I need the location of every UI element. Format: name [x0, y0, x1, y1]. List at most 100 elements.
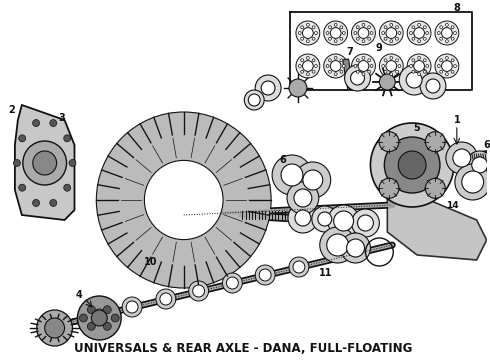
Text: 4: 4	[76, 290, 83, 300]
Circle shape	[126, 301, 138, 313]
Circle shape	[390, 57, 392, 59]
Circle shape	[33, 199, 40, 206]
Circle shape	[334, 40, 337, 42]
Text: 9: 9	[376, 43, 383, 53]
Circle shape	[255, 265, 275, 285]
Circle shape	[423, 37, 426, 40]
Circle shape	[340, 26, 343, 29]
Circle shape	[334, 23, 337, 26]
Circle shape	[328, 70, 331, 73]
Text: 6: 6	[483, 140, 490, 150]
Circle shape	[334, 73, 337, 76]
Circle shape	[306, 40, 309, 42]
Circle shape	[445, 73, 448, 76]
Circle shape	[302, 28, 313, 39]
Circle shape	[318, 212, 332, 226]
Circle shape	[328, 37, 331, 40]
Circle shape	[122, 297, 142, 317]
Circle shape	[362, 57, 365, 59]
Circle shape	[356, 59, 359, 62]
Circle shape	[344, 65, 370, 91]
Circle shape	[423, 59, 426, 62]
Polygon shape	[387, 178, 487, 260]
Circle shape	[417, 73, 420, 76]
Circle shape	[379, 132, 399, 152]
Circle shape	[398, 151, 426, 179]
Circle shape	[287, 182, 319, 214]
Circle shape	[328, 26, 331, 29]
Circle shape	[289, 79, 307, 97]
Circle shape	[69, 159, 76, 166]
Circle shape	[45, 318, 65, 338]
Circle shape	[330, 28, 341, 39]
Circle shape	[330, 60, 341, 71]
Circle shape	[395, 37, 398, 40]
Circle shape	[379, 21, 403, 45]
Circle shape	[435, 21, 459, 45]
Circle shape	[358, 60, 369, 71]
Circle shape	[306, 23, 309, 26]
Circle shape	[312, 59, 315, 62]
Circle shape	[455, 164, 490, 200]
Circle shape	[398, 32, 401, 35]
Circle shape	[324, 21, 347, 45]
Circle shape	[303, 170, 323, 190]
Circle shape	[50, 199, 57, 206]
Circle shape	[451, 37, 454, 40]
Circle shape	[356, 70, 359, 73]
Circle shape	[358, 215, 373, 231]
Circle shape	[395, 26, 398, 29]
Circle shape	[354, 32, 357, 35]
Circle shape	[472, 157, 488, 173]
Text: 6: 6	[280, 155, 287, 165]
Circle shape	[301, 70, 304, 73]
Circle shape	[382, 64, 385, 67]
Circle shape	[160, 293, 172, 305]
Circle shape	[417, 57, 420, 59]
Circle shape	[370, 123, 454, 207]
Circle shape	[320, 227, 356, 263]
Circle shape	[296, 21, 320, 45]
Circle shape	[312, 26, 315, 29]
Circle shape	[384, 70, 387, 73]
Circle shape	[248, 94, 260, 106]
Circle shape	[315, 64, 318, 67]
Circle shape	[445, 57, 448, 59]
Circle shape	[395, 59, 398, 62]
Circle shape	[103, 322, 111, 330]
Circle shape	[440, 26, 442, 29]
Circle shape	[379, 74, 395, 90]
Circle shape	[412, 26, 415, 29]
Circle shape	[445, 40, 448, 42]
Circle shape	[19, 135, 25, 142]
Circle shape	[50, 120, 57, 127]
Circle shape	[362, 40, 365, 42]
Circle shape	[384, 26, 387, 29]
Text: 3: 3	[58, 113, 65, 123]
Circle shape	[87, 322, 96, 330]
Circle shape	[426, 32, 429, 35]
Circle shape	[91, 310, 107, 326]
Circle shape	[326, 64, 329, 67]
Circle shape	[384, 37, 387, 40]
Circle shape	[327, 234, 348, 256]
Circle shape	[362, 23, 365, 26]
Text: 5: 5	[414, 123, 420, 133]
Circle shape	[245, 90, 264, 110]
Circle shape	[341, 233, 370, 263]
Circle shape	[412, 70, 415, 73]
Polygon shape	[15, 105, 74, 220]
Circle shape	[466, 151, 490, 179]
Text: 8: 8	[453, 3, 460, 13]
Circle shape	[94, 309, 105, 321]
Text: 2: 2	[8, 105, 15, 115]
Circle shape	[222, 273, 243, 293]
Circle shape	[412, 59, 415, 62]
Circle shape	[362, 73, 365, 76]
Circle shape	[454, 64, 456, 67]
Circle shape	[145, 161, 223, 240]
Circle shape	[451, 70, 454, 73]
Circle shape	[356, 26, 359, 29]
Circle shape	[438, 64, 440, 67]
Circle shape	[328, 59, 331, 62]
